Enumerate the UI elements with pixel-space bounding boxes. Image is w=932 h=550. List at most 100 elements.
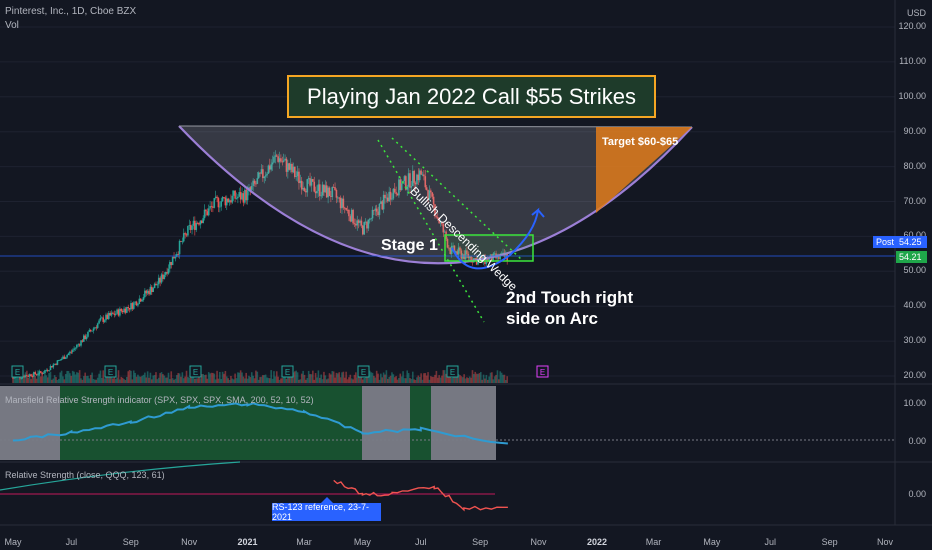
volume-bar (182, 378, 185, 383)
candle-body (306, 179, 309, 193)
candle-body (403, 176, 406, 181)
volume-bar (357, 375, 360, 383)
candle-body (94, 327, 96, 329)
candle-body (209, 206, 211, 209)
candle-body (191, 225, 193, 230)
volume-bar (110, 374, 113, 383)
candle-body (238, 192, 241, 197)
candle-body (367, 219, 370, 229)
candle-body (126, 307, 128, 313)
projection-arrow (451, 207, 545, 270)
volume-bar (170, 371, 173, 383)
volume-bar (506, 376, 508, 383)
candle-body (435, 216, 438, 218)
candle-body (348, 209, 350, 217)
candle-body (312, 179, 314, 182)
volume-bar (470, 377, 472, 383)
volume-bar (323, 371, 325, 383)
volume-bar (266, 377, 268, 383)
volume-bar (248, 375, 250, 383)
candle-body (288, 163, 291, 170)
month-label: 2021 (237, 537, 258, 547)
earnings-box (357, 365, 370, 378)
volume-bar (475, 373, 478, 383)
volume-bar (337, 373, 339, 383)
volume-bar (269, 378, 271, 383)
volume-bar (350, 378, 353, 383)
candle-body (31, 376, 34, 377)
candle-body (448, 247, 450, 249)
volume-bar (435, 370, 438, 383)
candle-body (252, 180, 254, 186)
volume-bar (171, 378, 174, 383)
candle-body (198, 223, 200, 225)
candle-body (210, 206, 213, 207)
candle-body (267, 165, 270, 174)
volume-bar (455, 377, 457, 383)
volume-bar (341, 372, 343, 383)
touch-label-line2: side on Arc (506, 309, 598, 328)
month-label: Nov (181, 537, 198, 547)
volume-bar (355, 372, 357, 383)
volume-bar (425, 375, 428, 383)
volume-bar (314, 373, 317, 383)
candle-body (399, 179, 402, 191)
volume-bar (359, 374, 361, 383)
earnings-marker: E (11, 365, 24, 378)
volume-bar (362, 379, 364, 383)
candle-body (313, 181, 316, 192)
candle-body (418, 170, 421, 181)
volume-bar (423, 373, 425, 383)
candle-body (149, 286, 152, 295)
volume-bar (305, 379, 307, 383)
candle-body (151, 286, 153, 293)
volume-bar (493, 376, 496, 383)
volume-bar (381, 377, 384, 383)
volume-bar (292, 372, 295, 383)
volume-bar (159, 373, 161, 383)
candle-body (178, 240, 181, 255)
candle-body (237, 196, 239, 199)
candle-body (427, 189, 429, 200)
candle-body (263, 176, 266, 179)
candle-body (257, 172, 260, 179)
volume-bar (230, 375, 232, 383)
volume-bar (139, 376, 142, 383)
volume-bar (126, 376, 128, 383)
candle-body (428, 190, 431, 200)
candle-body (439, 222, 442, 224)
volume-bar (309, 374, 311, 383)
earnings-marker: E (189, 365, 202, 378)
volume-bar (482, 374, 485, 383)
candle-body (181, 241, 184, 243)
earnings-letter: E (15, 368, 20, 377)
candle-body (105, 314, 107, 321)
candle-body (114, 313, 117, 315)
volume-bar (145, 377, 148, 383)
candle-body (421, 174, 424, 176)
candle-body (46, 370, 49, 371)
volume-bar (34, 375, 37, 383)
volume-bar (26, 370, 28, 383)
candle-body (63, 356, 66, 359)
candle-body (162, 274, 164, 280)
candle-body (266, 173, 268, 176)
price-tick: 80.00 (903, 160, 926, 171)
month-label: May (4, 537, 22, 547)
annotation-title: Playing Jan 2022 Call $55 Strikes (287, 75, 656, 118)
candle-body (103, 320, 106, 322)
candle-body (99, 317, 102, 321)
volume-bar (112, 378, 114, 383)
candle-body (271, 162, 274, 165)
candle-body (39, 371, 42, 373)
volume-bar (259, 377, 261, 383)
volume-bar (375, 370, 378, 383)
volume-bar (267, 377, 270, 383)
candle-body (405, 176, 407, 190)
candle-body (80, 340, 82, 346)
candle-body (434, 204, 436, 217)
volume-bar (277, 376, 279, 383)
candle-body (488, 257, 490, 262)
volume-bar (382, 372, 385, 383)
